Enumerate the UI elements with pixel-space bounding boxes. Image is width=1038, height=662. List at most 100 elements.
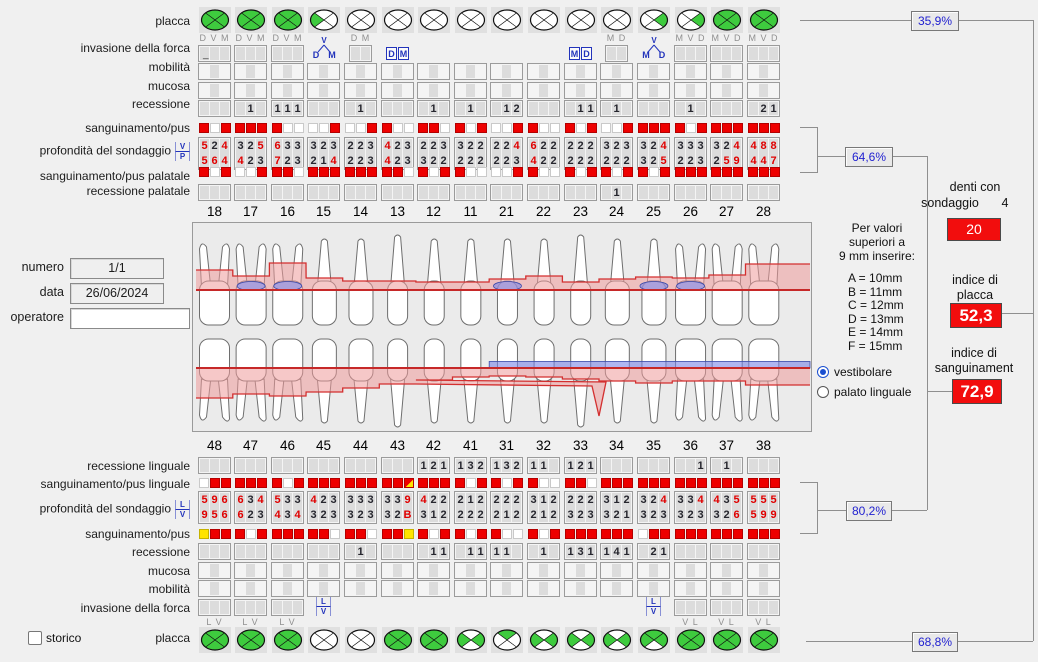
- tooth-46-recessione-linguale-box[interactable]: [271, 457, 304, 474]
- tooth-33-recessione-linguale-box-cell[interactable]: 1: [586, 459, 595, 472]
- tooth-28-furcation-box[interactable]: [747, 45, 780, 62]
- tooth-44-mucosa-box-cell[interactable]: [356, 564, 365, 577]
- tooth-33-mucosa-box-cell[interactable]: [566, 564, 575, 577]
- tooth-11-mucosa-box-cell[interactable]: [466, 84, 475, 97]
- tooth-44-recessione-box-cell[interactable]: 1: [356, 545, 365, 558]
- tooth-15-recessione-box[interactable]: [307, 100, 340, 117]
- tooth-26-sanguinamento-palatale-row-square[interactable]: [674, 166, 685, 177]
- tooth-46-furcation-box-cell[interactable]: [273, 601, 282, 614]
- tooth-18-sanguinamento-palatale-row-square[interactable]: [198, 166, 209, 177]
- tooth-44-sanguinamento-row-square[interactable]: [344, 528, 355, 539]
- tooth-38-furcation-box-cell[interactable]: [759, 601, 768, 614]
- tooth-17-mucosa-box[interactable]: [234, 82, 267, 99]
- tooth-43-sanguinamento-linguale-row-square[interactable]: [392, 477, 403, 488]
- tooth-14-mucosa-box-cell[interactable]: [356, 84, 365, 97]
- tooth-22-mucosa-box[interactable]: [527, 82, 560, 99]
- tooth-15-sanguinamento-row-square[interactable]: [329, 122, 340, 133]
- tooth-42-sanguinamento-linguale-row-square[interactable]: [428, 477, 439, 488]
- tooth-45-sanguinamento-linguale-row-square[interactable]: [318, 477, 329, 488]
- tooth-18-recessione-palatale-box[interactable]: [198, 184, 231, 201]
- tooth-33-recessione-box-cell[interactable]: 3: [576, 545, 585, 558]
- tooth-21-recessione-palatale-box-cell[interactable]: [512, 186, 521, 199]
- tooth-25-recessione-palatale-box-cell[interactable]: [639, 186, 648, 199]
- tooth-25-recessione-palatale-box-cell[interactable]: [649, 186, 658, 199]
- tooth-48-placca-circle[interactable]: [198, 627, 231, 653]
- tooth-46-mobilita-box-cell[interactable]: [283, 582, 292, 595]
- tooth-43-mobilita-box-cell[interactable]: [393, 582, 402, 595]
- tooth-45-mobilita-box-cell[interactable]: [309, 582, 318, 595]
- tooth-45-recessione-box-cell[interactable]: [319, 545, 328, 558]
- tooth-33-sanguinamento-linguale-row-square[interactable]: [586, 477, 597, 488]
- tooth-14-recessione-box-cell[interactable]: [346, 102, 355, 115]
- tooth-42-mobilita-box[interactable]: [417, 580, 450, 597]
- tooth-23-sanguinamento-palatale-row-square[interactable]: [586, 166, 597, 177]
- tooth-35-mobilita-box-cell[interactable]: [639, 582, 648, 595]
- tooth-24-sanguinamento-palatale-row-square[interactable]: [611, 166, 622, 177]
- tooth-48-recessione-linguale-box-cell[interactable]: [210, 459, 219, 472]
- tooth-47-furcation-box-cell[interactable]: [256, 601, 265, 614]
- tooth-46-mobilita-box-cell[interactable]: [293, 582, 302, 595]
- tooth-43-sanguinamento-row-square[interactable]: [392, 528, 403, 539]
- tooth-24-recessione-box-cell[interactable]: [602, 102, 611, 115]
- tooth-38-mobilita-box[interactable]: [747, 580, 780, 597]
- tooth-13-recessione-palatale-box-cell[interactable]: [403, 186, 412, 199]
- tooth-33-sanguinamento-linguale-row-square[interactable]: [575, 477, 586, 488]
- tooth-32-mobilita-box-cell[interactable]: [539, 582, 548, 595]
- tooth-18-sanguinamento-palatale-row-square[interactable]: [220, 166, 231, 177]
- tooth-17-sanguinamento-palatale-row-square[interactable]: [234, 166, 245, 177]
- tooth-43-recessione-box-cell[interactable]: [393, 545, 402, 558]
- tooth-17-recessione-palatale-box-cell[interactable]: [246, 186, 255, 199]
- tooth-22-recessione-box-cell[interactable]: [529, 102, 538, 115]
- tooth-26-recessione-box-cell[interactable]: [676, 102, 685, 115]
- tooth-26-recessione-box[interactable]: 1: [674, 100, 707, 117]
- tooth-31-sanguinamento-linguale-row-square[interactable]: [490, 477, 501, 488]
- tooth-28-furcation-box-cell[interactable]: [759, 47, 768, 60]
- tooth-11-recessione-palatale-box-cell[interactable]: [456, 186, 465, 199]
- tooth-13-recessione-box-cell[interactable]: [393, 102, 402, 115]
- tooth-38-placca-circle[interactable]: [747, 627, 780, 653]
- tooth-46-furcation-box[interactable]: [271, 599, 304, 616]
- tooth-38-sanguinamento-linguale-row-square[interactable]: [769, 477, 780, 488]
- tooth-36-furcation-box-cell[interactable]: [676, 601, 685, 614]
- tooth-31-placca-circle[interactable]: [490, 627, 523, 653]
- tooth-27-placca-circle[interactable]: [710, 7, 743, 33]
- tooth-31-sanguinamento-row-square[interactable]: [512, 528, 523, 539]
- tooth-23-mucosa-box[interactable]: [564, 82, 597, 99]
- tooth-36-mobilita-box-cell[interactable]: [696, 582, 705, 595]
- tooth-32-recessione-box-cell[interactable]: [549, 545, 558, 558]
- tooth-31-recessione-linguale-box-cell[interactable]: 3: [502, 459, 511, 472]
- tooth-12-sanguinamento-palatale-row-square[interactable]: [417, 166, 428, 177]
- tooth-22-recessione-box-cell[interactable]: [549, 102, 558, 115]
- tooth-35-sanguinamento-row-square[interactable]: [637, 528, 648, 539]
- tooth-44-recessione-box-cell[interactable]: [346, 545, 355, 558]
- tooth-37-mucosa-box-cell[interactable]: [722, 564, 731, 577]
- tooth-11-sanguinamento-palatale-row-square[interactable]: [454, 166, 465, 177]
- tooth-12-mucosa-box[interactable]: [417, 82, 450, 99]
- tooth-31-mucosa-box-cell[interactable]: [512, 564, 521, 577]
- tooth-36-sanguinamento-row-square[interactable]: [674, 528, 685, 539]
- tooth-26-sanguinamento-row-square[interactable]: [696, 122, 707, 133]
- tooth-27-furcation-box-cell[interactable]: [722, 47, 731, 60]
- tooth-13-sanguinamento-palatale-row-square[interactable]: [392, 166, 403, 177]
- tooth-28-recessione-box-cell[interactable]: [749, 102, 758, 115]
- tooth-17-furcation-box[interactable]: [234, 45, 267, 62]
- tooth-35-recessione-linguale-box-cell[interactable]: [649, 459, 658, 472]
- tooth-15-sanguinamento-palatale-row-square[interactable]: [318, 166, 329, 177]
- tooth-18-recessione-box[interactable]: [198, 100, 231, 117]
